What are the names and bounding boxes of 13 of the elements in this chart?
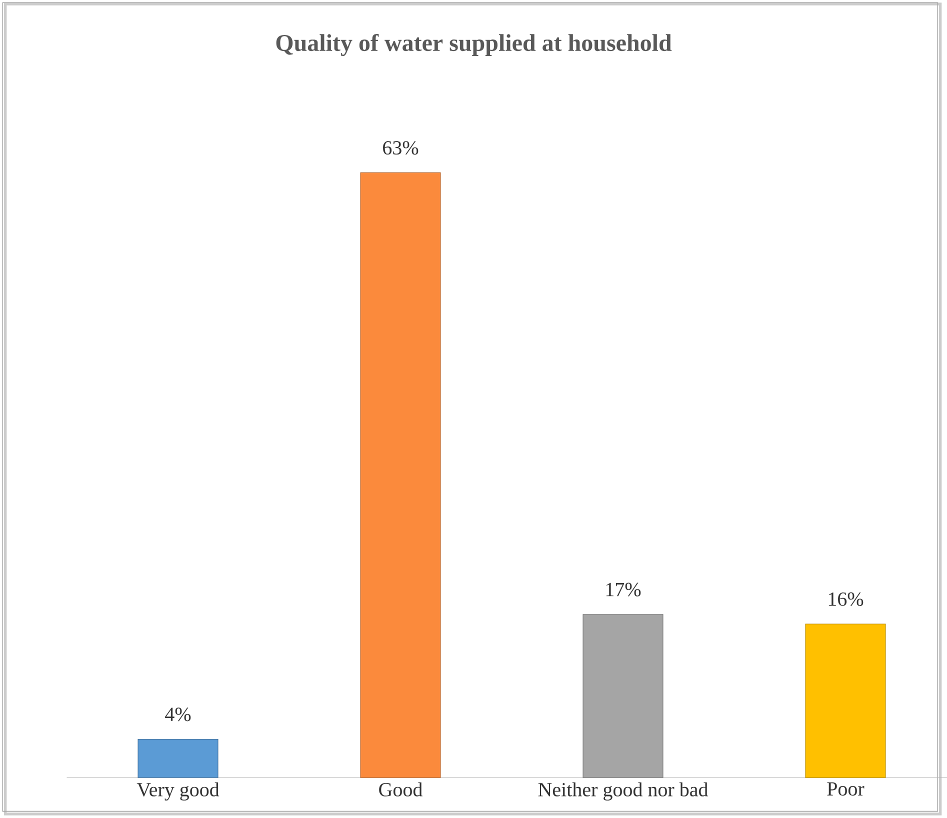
data-label: 63% <box>383 141 418 155</box>
data-label: 17% <box>606 582 641 596</box>
x-tick-label: Very good <box>136 782 220 801</box>
bar <box>138 738 218 778</box>
x-tick-label: Neither good nor bad <box>538 782 708 801</box>
data-label: 4% <box>165 708 191 722</box>
x-tick-label: Good <box>379 782 422 796</box>
x-tick-label: Poor <box>827 782 864 796</box>
bar <box>805 624 886 778</box>
data-label: 16% <box>828 592 864 606</box>
chart-title: Quality of water supplied at household <box>276 34 672 56</box>
bar <box>360 172 441 778</box>
bar <box>582 614 664 778</box>
